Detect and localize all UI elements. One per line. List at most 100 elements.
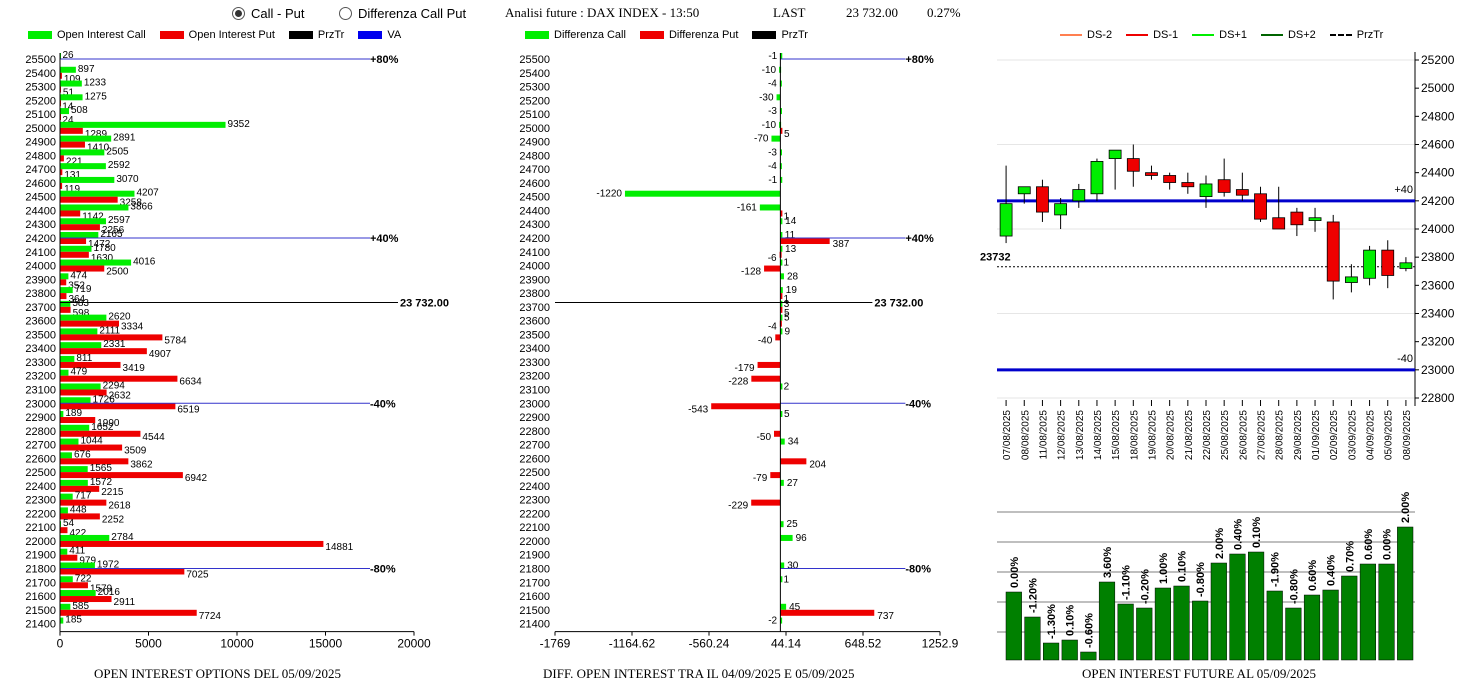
y-tick-label: 24200 [1421,194,1455,208]
strike-label: 25500 [25,54,56,66]
put-bar [60,582,88,589]
put-bar [60,238,87,245]
date-label: 11/08/2025 [1038,410,1049,460]
future-bar [1080,651,1097,661]
diff-call-bar [780,300,783,307]
diff-call-bar [776,94,781,101]
call-value-label: 1044 [80,436,103,447]
future-bar [1303,594,1321,661]
call-value-label: 722 [75,573,92,584]
x-tick-label: -1164.62 [609,637,656,648]
future-bar-label: 0.00% [1382,529,1394,560]
call-bar [60,438,79,445]
diff-call-value: -70 [754,134,769,145]
diff-put-value: -4 [768,322,777,333]
diff-call-value: 3 [784,299,790,310]
call-bar [60,603,71,610]
put-bar [60,609,197,616]
future-bar-label: 0.60% [1363,529,1375,560]
candle-body [1126,158,1140,172]
date-label: 27/08/2025 [1257,410,1268,460]
level-label: +80% [370,54,399,66]
call-value-label: 1972 [97,559,120,570]
put-bar [60,279,67,286]
future-bar [1229,553,1246,661]
future-bar-label: -1.10% [1121,565,1133,600]
put-value-label: 6634 [179,377,202,388]
radio-differenza[interactable]: Differenza Call Put [339,6,466,21]
put-value-label: 1472 [88,239,111,250]
future-bar-label: 1.00% [1158,553,1170,584]
strike-label: 24600 [25,178,56,190]
diff-put-bar [780,293,783,300]
future-bar-label: 2.00% [1400,492,1412,523]
diff-put-value: 1 [784,294,790,305]
candle-body [1072,189,1086,202]
call-value-label: 189 [65,408,82,419]
future-bar [1397,526,1414,661]
put-value-label: 1410 [87,143,110,154]
diff-call-value: 14 [785,216,797,227]
diff-call-bar [624,190,781,197]
date-label: 05/09/2025 [1384,410,1395,460]
price-line-label: 23 732.00 [874,297,923,309]
put-bar [60,127,83,134]
call-bar [60,411,64,418]
radio-call-put[interactable]: Call - Put [232,6,304,21]
diff-call-value: 27 [787,478,799,489]
date-label: 18/08/2025 [1129,410,1140,460]
strike-label: 25300 [25,82,56,94]
legend-swatch-prztr [288,31,313,39]
y-tick-label: 25000 [1421,81,1455,95]
diff-put-bar [770,472,781,479]
future-bar [1341,575,1358,661]
strike-label: 23000 [519,398,550,410]
call-value-label: 1275 [85,91,108,102]
call-value-label: 676 [74,449,91,460]
future-bar [1210,562,1227,661]
call-bar [60,397,91,404]
legend-line-ds-2 [1060,34,1082,36]
diff-put-bar [764,265,781,272]
candle-chart: 25200 25000 24800 24600 24400 24200 24000 23800… [980,52,1455,460]
diff-call-value: -2 [768,616,777,627]
strike-label: 23200 [519,371,550,383]
put-bar [60,306,71,313]
diff-call-value: 28 [787,271,799,282]
put-value-label: 2632 [109,390,132,401]
diff-call-value: 1 [784,258,790,269]
call-value-label: 2505 [106,146,129,157]
strike-label: 22900 [519,412,550,424]
diff-call-value: 9 [785,326,791,337]
diff-call-value: 30 [787,560,799,571]
strike-label: 23700 [25,302,56,314]
future-bar [1248,551,1265,661]
future-bar [1192,600,1209,661]
x-tick-label: 5000 [135,637,162,648]
strike-label: 22000 [25,536,56,548]
call-bar [60,452,72,459]
put-bar [60,444,123,451]
legend-oi: Open Interest Call Open Interest Put Prz… [28,29,401,41]
legend-diff: Differenza Call Differenza Put PrzTr [525,29,808,41]
strike-label: 21900 [519,550,550,562]
diff-put-value: 737 [877,611,894,622]
legend-ds-2-label: DS-2 [1087,29,1113,41]
date-label: 26/08/2025 [1238,410,1249,460]
band-label: -40 [1397,353,1413,365]
diff-call-value: 19 [786,285,798,296]
price-line-label: 23732 [980,252,1011,264]
future-bar [1005,591,1022,661]
strike-label: 22400 [25,481,56,493]
put-value-label: 2256 [102,225,125,236]
put-value-label: 598 [73,308,90,319]
call-bar [60,342,102,349]
put-bar [60,485,100,492]
strike-label: 21400 [519,619,550,631]
future-bar-label: 0.70% [1344,541,1356,572]
radio-unselected-icon[interactable] [339,7,352,20]
radio-selected-icon[interactable] [232,7,245,20]
put-bar [60,361,121,368]
put-bar [60,155,64,162]
strike-label: 23300 [25,357,56,369]
